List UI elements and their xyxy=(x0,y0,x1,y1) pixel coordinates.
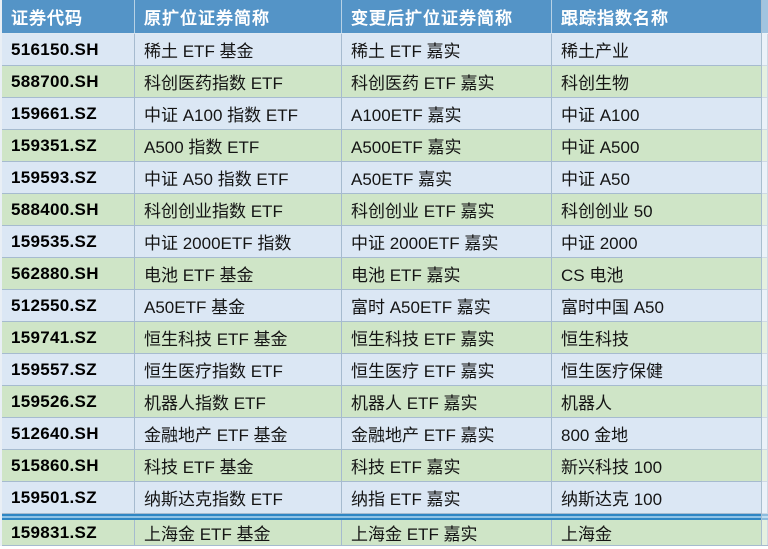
cell-code: 159351.SZ xyxy=(2,130,135,162)
table-row: 516150.SH 稀土 ETF 基金 稀土 ETF 嘉实 稀土产业 xyxy=(2,34,768,66)
cell-index-name: 富时中国 A50 xyxy=(552,290,768,322)
table-row: 588400.SH 科创创业指数 ETF 科创创业 ETF 嘉实 科创创业 50 xyxy=(2,194,768,226)
cell-index-name: 中证 A50 xyxy=(552,162,768,194)
cell-new-name: 稀土 ETF 嘉实 xyxy=(342,34,552,66)
column-header-index-name: 跟踪指数名称 xyxy=(552,0,768,34)
cell-new-name: A500ETF 嘉实 xyxy=(342,130,552,162)
cell-new-name: 中证 2000ETF 嘉实 xyxy=(342,226,552,258)
cell-new-name: A50ETF 嘉实 xyxy=(342,162,552,194)
cell-code: 512640.SH xyxy=(2,418,135,450)
cell-code: 588700.SH xyxy=(2,66,135,98)
cell-new-name: 上海金 ETF 嘉实 xyxy=(342,520,552,546)
cell-old-name: 机器人指数 ETF xyxy=(135,386,342,418)
cell-index-name: 恒生科技 xyxy=(552,322,768,354)
header-row: 证券代码 原扩位证券简称 变更后扩位证券简称 跟踪指数名称 xyxy=(2,0,768,34)
cell-code: 159557.SZ xyxy=(2,354,135,386)
cell-index-name: 稀土产业 xyxy=(552,34,768,66)
cell-old-name: 中证 A50 指数 ETF xyxy=(135,162,342,194)
cell-old-name: 金融地产 ETF 基金 xyxy=(135,418,342,450)
cell-new-name: 科创医药 ETF 嘉实 xyxy=(342,66,552,98)
cell-old-name: 科技 ETF 基金 xyxy=(135,450,342,482)
cell-index-name: 中证 2000 xyxy=(552,226,768,258)
column-header-new-name: 变更后扩位证券简称 xyxy=(342,0,552,34)
cell-new-name: 恒生科技 ETF 嘉实 xyxy=(342,322,552,354)
table-row: 159661.SZ 中证 A100 指数 ETF A100ETF 嘉实 中证 A100 xyxy=(2,98,768,130)
cell-index-name: 上海金 xyxy=(552,520,768,546)
cell-new-name: 纳指 ETF 嘉实 xyxy=(342,482,552,514)
cell-index-name: 科创创业 50 xyxy=(552,194,768,226)
table-row: 159351.SZ A500 指数 ETF A500ETF 嘉实 中证 A500 xyxy=(2,130,768,162)
cell-code: 159741.SZ xyxy=(2,322,135,354)
cell-old-name: 科创创业指数 ETF xyxy=(135,194,342,226)
cell-new-name: 科技 ETF 嘉实 xyxy=(342,450,552,482)
column-header-old-name: 原扩位证券简称 xyxy=(135,0,342,34)
cell-new-name: 机器人 ETF 嘉实 xyxy=(342,386,552,418)
cell-code: 159831.SZ xyxy=(2,520,135,546)
table-row: 159535.SZ 中证 2000ETF 指数 中证 2000ETF 嘉实 中证 20… xyxy=(2,226,768,258)
cell-old-name: 纳斯达克指数 ETF xyxy=(135,482,342,514)
section-divider-line xyxy=(2,514,768,520)
cell-new-name: 恒生医疗 ETF 嘉实 xyxy=(342,354,552,386)
cell-new-name: 电池 ETF 嘉实 xyxy=(342,258,552,290)
column-header-code: 证券代码 xyxy=(2,0,135,34)
cell-new-name: 科创创业 ETF 嘉实 xyxy=(342,194,552,226)
cell-index-name: 纳斯达克 100 xyxy=(552,482,768,514)
cell-new-name: A100ETF 嘉实 xyxy=(342,98,552,130)
cell-old-name: 电池 ETF 基金 xyxy=(135,258,342,290)
cell-index-name: 机器人 xyxy=(552,386,768,418)
table-row: 159501.SZ 纳斯达克指数 ETF 纳指 ETF 嘉实 纳斯达克 100 xyxy=(2,482,768,514)
cell-index-name: 新兴科技 100 xyxy=(552,450,768,482)
table-row: 159741.SZ 恒生科技 ETF 基金 恒生科技 ETF 嘉实 恒生科技 xyxy=(2,322,768,354)
cell-code: 515860.SH xyxy=(2,450,135,482)
cell-code: 159501.SZ xyxy=(2,482,135,514)
cell-old-name: 上海金 ETF 基金 xyxy=(135,520,342,546)
table-row: 159593.SZ 中证 A50 指数 ETF A50ETF 嘉实 中证 A50 xyxy=(2,162,768,194)
cell-code: 588400.SH xyxy=(2,194,135,226)
cell-code: 562880.SH xyxy=(2,258,135,290)
cell-old-name: A50ETF 基金 xyxy=(135,290,342,322)
cell-old-name: 稀土 ETF 基金 xyxy=(135,34,342,66)
table-row: 588700.SH 科创医药指数 ETF 科创医药 ETF 嘉实 科创生物 xyxy=(2,66,768,98)
table-row: 515860.SH 科技 ETF 基金 科技 ETF 嘉实 新兴科技 100 xyxy=(2,450,768,482)
table-row: 512550.SZ A50ETF 基金 富时 A50ETF 嘉实 富时中国 A50 xyxy=(2,290,768,322)
cell-code: 159526.SZ xyxy=(2,386,135,418)
table-row: 159831.SZ 上海金 ETF 基金 上海金 ETF 嘉实 上海金 xyxy=(2,520,768,546)
cell-code: 512550.SZ xyxy=(2,290,135,322)
cell-index-name: 800 金地 xyxy=(552,418,768,450)
cell-index-name: 科创生物 xyxy=(552,66,768,98)
cell-old-name: 中证 2000ETF 指数 xyxy=(135,226,342,258)
cell-index-name: 恒生医疗保健 xyxy=(552,354,768,386)
cell-code: 516150.SH xyxy=(2,34,135,66)
cell-old-name: 恒生科技 ETF 基金 xyxy=(135,322,342,354)
table-row: 159557.SZ 恒生医疗指数 ETF 恒生医疗 ETF 嘉实 恒生医疗保健 xyxy=(2,354,768,386)
cell-old-name: 科创医药指数 ETF xyxy=(135,66,342,98)
cell-new-name: 富时 A50ETF 嘉实 xyxy=(342,290,552,322)
cell-code: 159535.SZ xyxy=(2,226,135,258)
cell-old-name: A500 指数 ETF xyxy=(135,130,342,162)
table-row: 512640.SH 金融地产 ETF 基金 金融地产 ETF 嘉实 800 金地 xyxy=(2,418,768,450)
cell-index-name: 中证 A100 xyxy=(552,98,768,130)
cell-index-name: 中证 A500 xyxy=(552,130,768,162)
table-row: 159526.SZ 机器人指数 ETF 机器人 ETF 嘉实 机器人 xyxy=(2,386,768,418)
table-row: 562880.SH 电池 ETF 基金 电池 ETF 嘉实 CS 电池 xyxy=(2,258,768,290)
cell-old-name: 恒生医疗指数 ETF xyxy=(135,354,342,386)
cell-code: 159661.SZ xyxy=(2,98,135,130)
cell-index-name: CS 电池 xyxy=(552,258,768,290)
cell-new-name: 金融地产 ETF 嘉实 xyxy=(342,418,552,450)
cell-old-name: 中证 A100 指数 ETF xyxy=(135,98,342,130)
cell-code: 159593.SZ xyxy=(2,162,135,194)
